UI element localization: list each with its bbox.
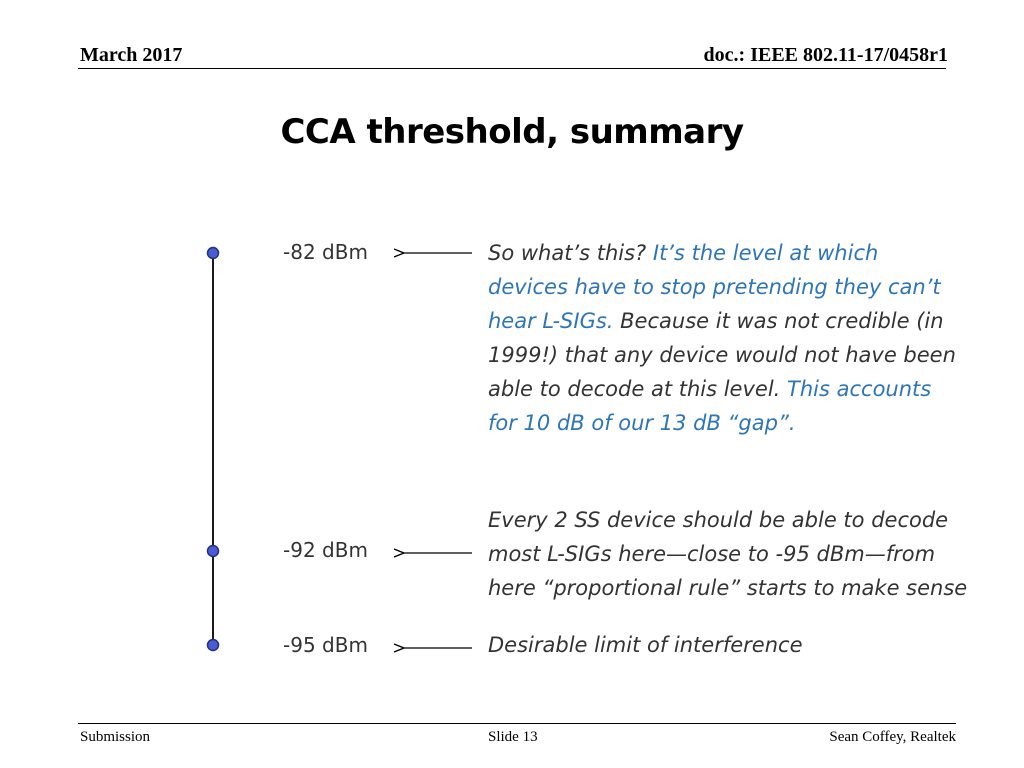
note-92-dbm: Every 2 SS device should be able to deco… [488, 508, 968, 600]
level-label-95: -95 dBm [283, 633, 368, 657]
level-marker-92 [206, 544, 220, 558]
footer-author: Sean Coffey, Realtek [829, 729, 956, 745]
footer-rule [78, 723, 956, 724]
level-marker-82 [206, 246, 220, 260]
header-date: March 2017 [80, 44, 183, 66]
note-82-dbm: So what’s this? It’s the level at which … [488, 241, 956, 435]
header-doc-id: doc.: IEEE 802.11-17/0458r1 [703, 44, 948, 66]
level-label-92: -92 dBm [283, 538, 368, 562]
level-marker-95 [206, 638, 220, 652]
note-95-dbm: Desirable limit of interference [488, 633, 803, 657]
level-label-82: -82 dBm [283, 240, 368, 264]
footer-slide-number: Slide 13 [488, 729, 538, 745]
header-rule [78, 68, 946, 69]
footer-submission: Submission [80, 729, 151, 745]
slide-title: CCA threshold, summary [280, 112, 744, 152]
